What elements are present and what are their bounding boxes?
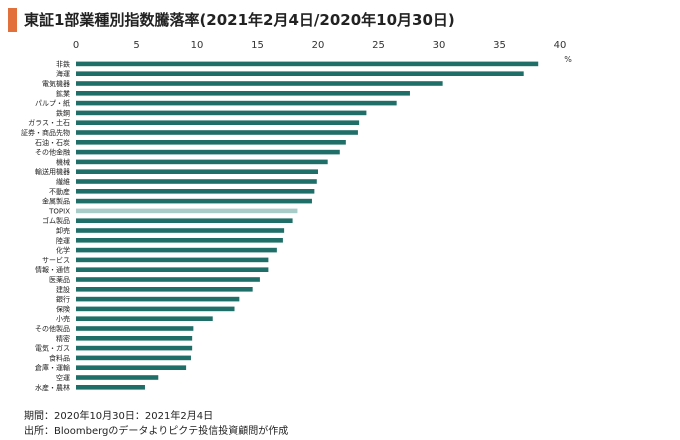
bar [76,316,213,321]
bar [76,179,317,184]
bar [76,100,397,106]
bar [76,140,346,145]
bar [76,91,410,96]
bar [76,345,193,351]
bar [76,296,240,302]
category-label: 銀行 [56,295,70,304]
category-label: その他金融 [35,148,70,157]
bar [76,355,191,361]
bar [76,267,269,272]
bar [76,375,159,380]
period-note: 期間：2020年10月30日：2021年2月4日 [24,411,214,422]
category-label: 化学 [56,246,70,255]
title-accent-bar [8,8,17,32]
category-label: サービス [42,255,70,264]
bar [76,228,285,233]
category-label: 食料品 [49,353,70,362]
category-label: 非鉄 [56,59,70,68]
x-tick-label: 40 [554,40,567,51]
category-label: TOPIX [48,207,70,215]
category-label: 機械 [56,157,70,166]
bar [76,238,283,243]
category-label: 鉱業 [56,89,70,98]
bar [76,130,358,135]
bar [76,257,269,263]
bar [76,159,328,165]
bar [76,189,315,194]
bar [76,336,193,341]
category-label: その他製品 [35,324,70,333]
category-label: 情報・通信 [35,265,70,274]
category-label: 金属製品 [42,197,70,206]
bar [76,149,340,155]
chart-title: 東証1部業種別指数騰落率(2021年2月4日/2020年10月30日) [24,11,455,29]
bar [76,71,524,76]
bar [76,169,318,174]
source-note: 出所：Bloombergのデータよりピクテ投信投資顧問が作成 [24,426,289,437]
category-label: 陸運 [56,236,70,245]
bar [76,306,235,312]
category-label: ゴム製品 [42,216,70,225]
category-label: パルプ・紙 [35,99,70,108]
bar [76,385,145,390]
bar [76,326,194,331]
bar [76,277,260,282]
category-label: 空運 [56,373,70,382]
category-label: 証券・商品先物 [21,128,70,137]
bar [76,110,367,116]
x-tick-label: 10 [191,40,204,51]
bar [76,365,187,370]
unit-label: % [564,55,572,64]
bar [76,120,360,125]
bar [76,198,312,204]
category-label: 保険 [56,304,70,313]
category-label: 電気・ガス [35,344,70,353]
category-label: 精密 [56,334,70,343]
category-label: 医薬品 [49,275,70,284]
x-tick-label: 30 [433,40,446,51]
category-label: ガラス・土石 [28,118,70,127]
bar [76,247,277,253]
category-label: 海運 [56,69,70,78]
x-tick-label: 35 [493,40,506,51]
bar [76,61,539,67]
category-label: 卸売 [56,226,70,235]
x-tick-label: 0 [73,40,79,51]
category-label: 輸送用機器 [35,167,70,176]
category-label: 不動産 [49,187,70,196]
bar [76,287,253,292]
category-label: 電気機器 [42,79,70,88]
bar [76,208,298,214]
category-label: 小売 [56,314,70,323]
category-label: 繊維 [56,177,70,186]
category-label: 建設 [56,285,70,294]
bar [76,218,293,223]
x-tick-label: 25 [372,40,385,51]
category-label: 水産・農林 [35,383,70,392]
category-label: 倉庫・運輸 [35,363,70,372]
x-tick-label: 5 [133,40,139,51]
category-label: 石油・石炭 [35,138,70,147]
x-tick-label: 20 [312,40,325,51]
bar [76,81,443,86]
category-label: 鉄鋼 [56,108,70,117]
x-tick-label: 15 [251,40,264,51]
